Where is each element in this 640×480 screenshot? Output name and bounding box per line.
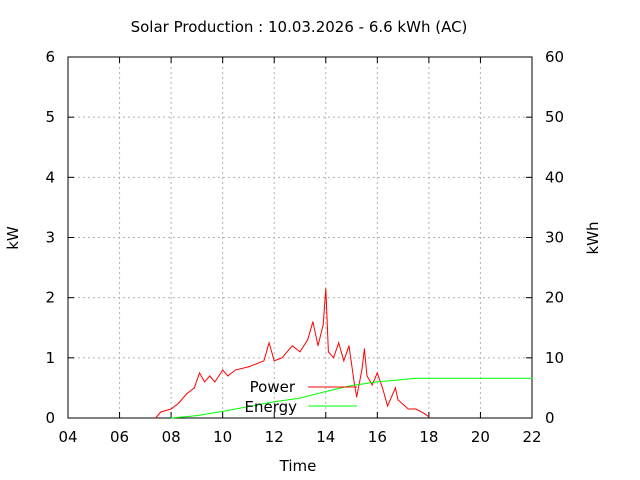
series-power-point [155,417,157,419]
series-power-point [356,396,358,398]
series-power-point [209,375,211,377]
x-tick-label: 16 [368,428,387,446]
series-power-point [361,369,363,371]
x-tick-label: 20 [471,428,490,446]
y2-tick-label: 50 [545,108,564,126]
legend-power-label: Power [250,378,296,396]
legend-energy-label: Energy [244,398,297,416]
series-energy-line [171,377,532,419]
series-power-point [193,387,195,389]
series-energy-point [415,377,417,379]
x-tick-label: 14 [316,428,335,446]
series-power-point [387,405,389,407]
series-power-point [333,357,335,359]
series-energy-point [299,397,301,399]
series-power-point [273,360,275,362]
x-tick-label: 12 [265,428,284,446]
series-power-point [397,399,399,401]
series-power-point [348,345,350,347]
series-power-point [160,411,162,413]
series-energy-point [196,415,198,417]
series-power-point [268,342,270,344]
series-power-point [186,393,188,395]
y2-tick-label: 30 [545,229,564,247]
series-power-point [198,372,200,374]
y2-tick-label: 60 [545,48,564,66]
x-tick-label: 18 [419,428,438,446]
y-tick-label: 5 [45,108,55,126]
y-tick-label: 3 [45,229,55,247]
series-energy-point [247,406,249,408]
series-power-point [325,288,327,290]
series-power-point [312,321,314,323]
series-power-point [204,381,206,383]
series-power-point [407,408,409,410]
series-energy-point [531,377,533,379]
series-power-point [299,351,301,353]
series-power-point [222,369,224,371]
series-power-point [381,387,383,389]
series-power-point [363,348,365,350]
y-axis-label: kW [4,226,22,250]
y2-axis-label: kWh [584,221,602,254]
x-tick-label: 22 [522,428,541,446]
x-tick-label: 04 [58,428,77,446]
series-power-point [291,345,293,347]
x-tick-label: 10 [213,428,232,446]
x-tick-label: 08 [162,428,181,446]
y-tick-label: 6 [45,48,55,66]
series-power-point [263,360,265,362]
series-power-point [281,357,283,359]
y2-tick-label: 40 [545,168,564,186]
series-energy-point [402,378,404,380]
series-energy-point [325,391,327,393]
y-tick-label: 0 [45,409,55,427]
series [155,288,533,419]
series-power-point [170,408,172,410]
series-power-point [307,339,309,341]
series-power-point [415,408,417,410]
series-power-point [214,381,216,383]
series-power-point [255,363,257,365]
x-axis-label: Time [279,457,317,475]
series-power-point [376,372,378,374]
series-power-point [353,381,355,383]
series-power-point [371,384,373,386]
y2-tick-label: 10 [545,349,564,367]
series-power-point [423,412,425,414]
legend: Power Energy [244,378,357,416]
series-power-point [327,351,329,353]
series-energy-point [351,385,353,387]
series-power-point [338,342,340,344]
y-tick-label: 2 [45,289,55,307]
series-power-point [247,366,249,368]
series-power-point [178,402,180,404]
series-power-point [322,324,324,326]
y2-tick-label: 0 [545,409,555,427]
series-power-point [343,360,345,362]
series-power-point [317,345,319,347]
y2-tick-label: 20 [545,289,564,307]
series-power-point [428,416,430,418]
series-energy-point [273,401,275,403]
series-energy-point [376,381,378,383]
x-tick-label: 06 [110,428,129,446]
grid [68,57,532,418]
series-power-point [227,375,229,377]
series-power-point [366,375,368,377]
series-energy-point [222,410,224,412]
series-energy-point [170,417,172,419]
chart-title: Solar Production : 10.03.2026 - 6.6 kWh … [131,18,468,36]
y-tick-label: 4 [45,168,55,186]
series-power-line [155,288,430,419]
series-power-point [235,369,237,371]
series-power-point [394,387,396,389]
y-tick-label: 1 [45,349,55,367]
